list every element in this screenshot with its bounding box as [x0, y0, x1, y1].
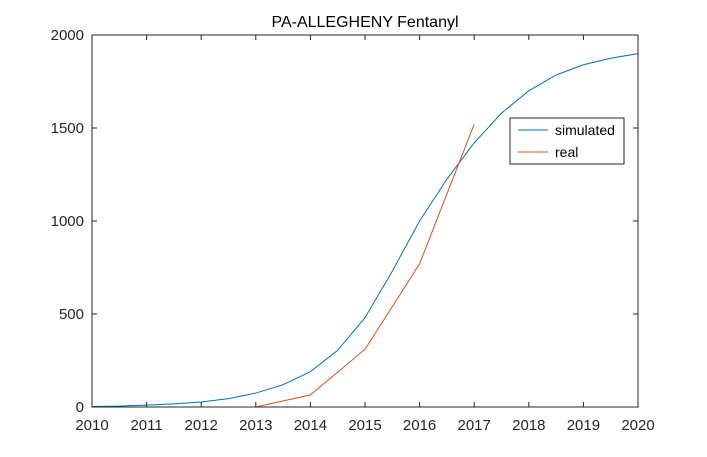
- series-line-simulated: [91, 53, 639, 407]
- plot-area: [92, 35, 638, 407]
- chart-title: PA-ALLEGHENY Fentanyl: [271, 14, 458, 31]
- x-tick-label: 2020: [621, 417, 654, 434]
- x-tick-label: 2017: [458, 417, 491, 434]
- x-tick-label: 2013: [239, 417, 272, 434]
- legend-label-simulated: simulated: [555, 122, 615, 138]
- y-tick-label: 500: [59, 306, 84, 323]
- x-tick-label: 2018: [512, 417, 545, 434]
- y-tick-label: 1000: [51, 213, 84, 230]
- x-tick-label: 2014: [294, 417, 327, 434]
- legend-label-real: real: [555, 144, 578, 160]
- x-tick-label: 2010: [75, 417, 108, 434]
- y-tick-label: 2000: [51, 27, 84, 44]
- x-tick-label: 2012: [185, 417, 218, 434]
- x-tick-label: 2016: [403, 417, 436, 434]
- y-tick-label: 1500: [51, 120, 84, 137]
- x-tick-label: 2011: [130, 417, 162, 434]
- y-tick-label: 0: [76, 399, 84, 416]
- x-tick-label: 2019: [567, 417, 600, 434]
- legend-box: [509, 117, 625, 165]
- x-tick-label: 2015: [348, 417, 381, 434]
